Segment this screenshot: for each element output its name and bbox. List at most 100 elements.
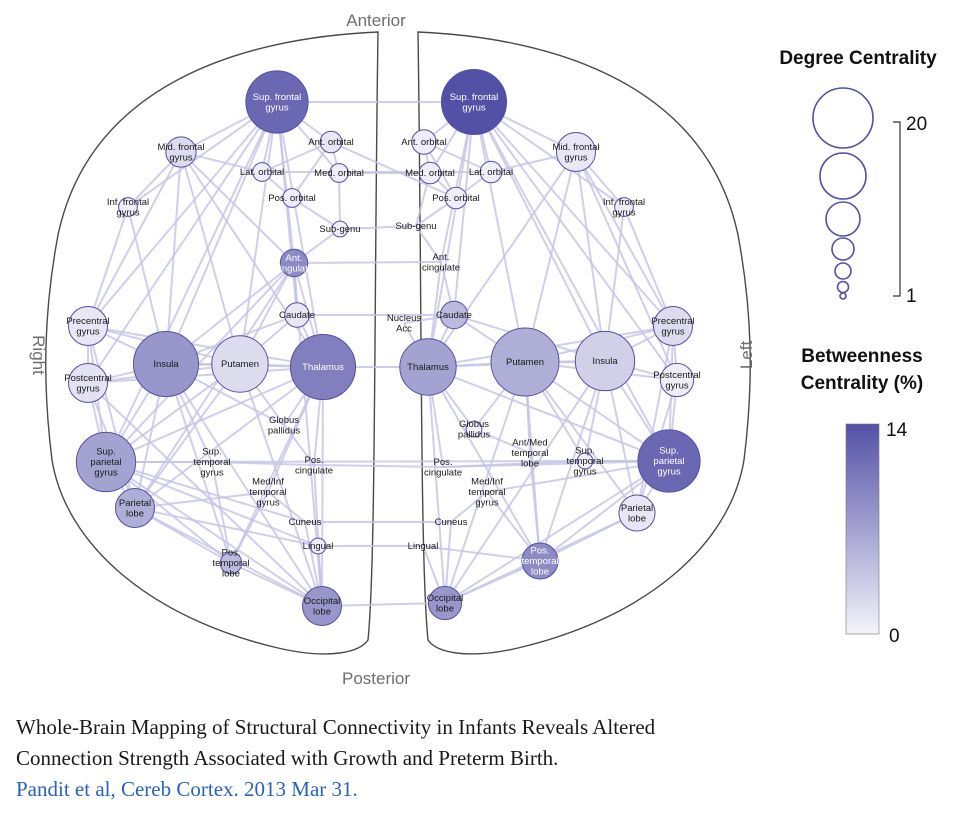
node-label: Caudate bbox=[279, 310, 315, 321]
edge-R_antorb-R_latorb bbox=[261, 141, 332, 173]
edge-R_supfront-R_postcentral bbox=[87, 101, 278, 384]
node-l_posorb: Pos. orbital bbox=[432, 186, 480, 210]
node-circle bbox=[68, 363, 108, 403]
node-circle bbox=[444, 186, 468, 210]
node-label: Lingual bbox=[303, 541, 334, 552]
degree-scale-circle bbox=[819, 152, 867, 200]
node-label: Sup. frontal bbox=[253, 92, 302, 103]
node-circle bbox=[556, 132, 596, 172]
node-label: gyrus bbox=[76, 326, 99, 337]
node-label: Pos. bbox=[530, 546, 549, 557]
node-circle bbox=[279, 248, 309, 278]
edge-R_thalamus-R_parietal bbox=[134, 366, 324, 509]
node-circle bbox=[165, 136, 197, 168]
degree-scale-circle bbox=[839, 292, 847, 300]
node-label: Ant. orbital bbox=[308, 137, 353, 148]
node-circle bbox=[329, 163, 349, 183]
node-label: Sup. bbox=[659, 446, 679, 457]
node-label: Insula bbox=[153, 359, 179, 370]
node-label: Precentral bbox=[66, 316, 109, 327]
node-label: parietal bbox=[653, 456, 684, 467]
node-label: Acc bbox=[396, 323, 412, 334]
node-circle bbox=[75, 431, 137, 493]
edge-R_antorb-L_posorb bbox=[330, 141, 457, 199]
node-r_cuneus: Cuneus bbox=[289, 517, 322, 528]
edge-R_antcing-L_antcing bbox=[293, 261, 442, 264]
edge-L_midfront-L_precentral bbox=[575, 151, 674, 327]
edge-R_midfront-R_putamen bbox=[180, 151, 241, 365]
node-label: Insula bbox=[592, 356, 618, 367]
edge-L_thalamus-L_supparietal bbox=[427, 366, 670, 462]
caption-citation-link[interactable]: Pandit et al, Cereb Cortex. 2013 Mar 31. bbox=[16, 777, 358, 801]
node-label: temporal bbox=[522, 556, 559, 567]
node-label: Pos. orbital bbox=[432, 193, 480, 204]
edge-L_postemporal-L_lingual bbox=[422, 545, 541, 562]
edge-R_occipital-R_poscing bbox=[313, 464, 323, 607]
node-label: Thalamus bbox=[407, 362, 449, 373]
node-label: Precentral bbox=[651, 316, 694, 327]
edge-L_midfront-L_thalamus bbox=[427, 151, 577, 368]
node-l_medorb: Med. orbital bbox=[405, 161, 455, 185]
node-label: cingulate bbox=[424, 467, 462, 478]
node-label: cingulate bbox=[275, 263, 313, 274]
edge-R_occipital-L_occipital bbox=[321, 602, 446, 607]
node-label: Thalamus bbox=[302, 362, 344, 373]
edge-R_supfront-R_thalamus bbox=[276, 101, 324, 368]
betweenness-legend-title-line2: Centrality (%) bbox=[801, 373, 923, 394]
edge-R_postemporal-R_medinftemp bbox=[230, 491, 269, 564]
edge-L_supparietal-L_occipital bbox=[444, 460, 670, 604]
node-l_antcing: Ant.cingulate bbox=[422, 252, 460, 274]
node-label: gyrus bbox=[116, 207, 139, 218]
node-label: Pos. bbox=[304, 455, 323, 466]
node-circle bbox=[284, 302, 310, 328]
node-label: gyrus bbox=[612, 207, 635, 218]
node-label: Globus bbox=[269, 415, 299, 426]
node-circle bbox=[521, 542, 559, 580]
node-r_insula: Insula bbox=[132, 330, 200, 398]
edge-R_supfront-R_insula bbox=[165, 101, 278, 365]
edge-R_parietal-R_medinftemp bbox=[134, 491, 269, 509]
betweenness-max-label: 14 bbox=[886, 420, 908, 441]
node-label: pallidus bbox=[458, 429, 490, 440]
edge-R_supfront-R_caudate bbox=[276, 101, 298, 316]
node-label: Caudate bbox=[436, 310, 472, 321]
node-circle bbox=[319, 130, 343, 154]
node-label: Sup. frontal bbox=[450, 92, 499, 103]
node-label: gyrus bbox=[573, 467, 596, 478]
edge-R_parietal-R_lingual bbox=[134, 507, 319, 547]
node-label: Parietal bbox=[119, 498, 151, 509]
node-label: Cuneus bbox=[435, 517, 468, 528]
edge-L_supfront-L_thalamus bbox=[427, 101, 475, 368]
node-label: Sup. bbox=[96, 447, 116, 458]
node-label: gyrus bbox=[665, 380, 688, 391]
node-label: lobe bbox=[436, 603, 454, 614]
node-label: Lat. orbital bbox=[240, 167, 284, 178]
node-label: gyrus bbox=[475, 498, 498, 509]
node-circle bbox=[490, 327, 560, 397]
node-circle bbox=[68, 306, 108, 346]
node-label: Med/Inf bbox=[471, 477, 503, 488]
node-label: gyrus bbox=[200, 468, 223, 479]
node-label: Ant/Med bbox=[512, 438, 547, 449]
posterior-label: Posterior bbox=[342, 669, 410, 688]
caption-title-line1: Whole-Brain Mapping of Structural Connec… bbox=[16, 715, 656, 739]
anterior-label: Anterior bbox=[346, 11, 406, 30]
edge-R_globus-R_poscing bbox=[283, 424, 315, 466]
node-l_cuneus: Cuneus bbox=[435, 517, 468, 528]
node-circle bbox=[115, 488, 155, 528]
node-label: lobe bbox=[313, 606, 331, 617]
node-label: gyrus bbox=[169, 152, 192, 163]
node-circle bbox=[618, 494, 656, 532]
node-l_antorb: Ant. orbital bbox=[401, 129, 447, 155]
